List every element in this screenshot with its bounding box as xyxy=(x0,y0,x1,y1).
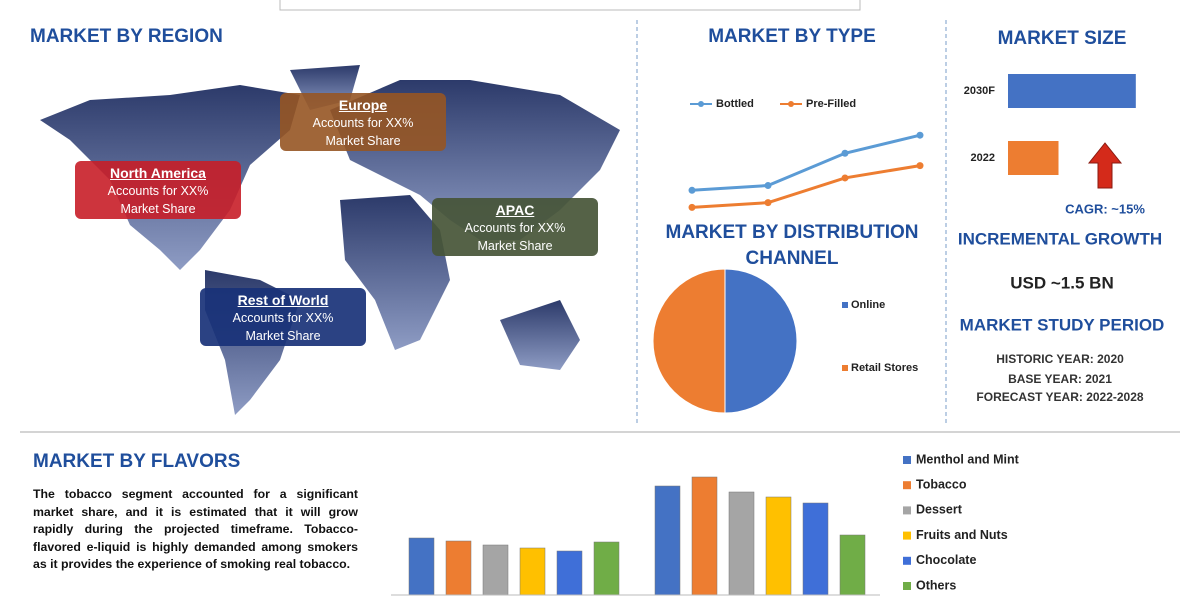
region-callout: APAC Accounts for XX% Market Share xyxy=(432,198,598,256)
bar xyxy=(839,534,866,596)
region-name: North America xyxy=(110,165,206,181)
growth-value: USD ~1.5 BN xyxy=(1010,273,1113,292)
region-callout: Europe Accounts for XX% Market Share xyxy=(280,93,446,151)
region-text: Market Share xyxy=(477,239,553,253)
point xyxy=(916,131,924,139)
legend-swatch xyxy=(903,531,911,540)
region-callout: North America Accounts for XX% Market Shar… xyxy=(75,161,241,219)
y-tick-label: 2030F xyxy=(964,85,995,97)
legend-swatch xyxy=(903,582,911,590)
legend-marker xyxy=(788,101,794,107)
region-text: Accounts for XX% xyxy=(464,221,566,235)
legend-swatch xyxy=(903,481,911,490)
region-text: Accounts for XX% xyxy=(312,116,414,130)
legend-swatch xyxy=(903,556,911,565)
bar xyxy=(1008,74,1136,108)
bar xyxy=(445,540,472,596)
flavors-text: The tobacco segment accounted for a sign… xyxy=(33,487,358,571)
y-tick-label: 2022 xyxy=(971,152,995,164)
region-text: Market Share xyxy=(325,134,401,148)
region-text: Accounts for XX% xyxy=(107,184,209,198)
section-title: MARKET BY DISTRIBUTION xyxy=(666,222,919,243)
line xyxy=(691,133,921,192)
section-title: MARKET BY REGION xyxy=(30,26,223,47)
legend-label: Others xyxy=(916,578,956,592)
point xyxy=(916,162,924,170)
legend-label: Fruits and Nuts xyxy=(916,528,1008,542)
bar xyxy=(691,476,718,596)
legend-label: Bottled xyxy=(716,98,754,110)
legend-marker xyxy=(698,101,704,107)
growth-arrow xyxy=(1087,142,1123,189)
legend-label: Dessert xyxy=(916,503,963,517)
bar xyxy=(519,547,546,596)
point xyxy=(688,186,696,194)
region-name: Europe xyxy=(338,97,388,113)
legend-label: Pre-Filled xyxy=(806,98,856,110)
annotation: CAGR: ~15% xyxy=(1065,201,1145,216)
legend-swatch xyxy=(842,365,848,371)
region-text: Market Share xyxy=(120,202,196,216)
section-title: CHANNEL xyxy=(746,248,839,269)
pie-slice xyxy=(724,268,798,414)
bar xyxy=(482,544,509,596)
point xyxy=(764,199,772,207)
legend-label: Tobacco xyxy=(916,477,967,491)
legend-label: Retail Stores xyxy=(851,362,918,374)
section-title: MARKET STUDY PERIOD xyxy=(960,315,1165,334)
point xyxy=(841,174,849,182)
region-text: Accounts for XX% xyxy=(232,311,334,325)
region-text: Market Share xyxy=(245,329,321,343)
section-title: MARKET SIZE xyxy=(998,28,1127,49)
point xyxy=(688,203,696,211)
legend-label: Online xyxy=(851,299,885,311)
section-title: MARKET BY TYPE xyxy=(708,26,876,47)
point xyxy=(841,149,849,157)
bar xyxy=(593,541,620,596)
section-title: INCREMENTAL GROWTH xyxy=(958,229,1162,248)
region-name: APAC xyxy=(495,202,535,218)
legend-swatch xyxy=(903,456,911,464)
legend-label: Menthol and Mint xyxy=(916,452,1020,466)
section-title: MARKET BY FLAVORS xyxy=(33,451,240,472)
header-box xyxy=(279,0,861,11)
legend-swatch xyxy=(903,506,911,515)
legend-label: Chocolate xyxy=(916,553,976,567)
line xyxy=(691,164,921,209)
point xyxy=(764,182,772,190)
bar xyxy=(728,491,755,596)
study-line: FORECAST YEAR: 2022-2028 xyxy=(976,390,1144,404)
study-line: BASE YEAR: 2021 xyxy=(1008,372,1112,386)
bar xyxy=(408,537,435,596)
region-name: Rest of World xyxy=(237,292,329,308)
bar xyxy=(654,485,681,596)
study-line: HISTORIC YEAR: 2020 xyxy=(996,352,1124,366)
bar xyxy=(765,496,792,596)
region-callout: Rest of World Accounts for XX% Market Shar… xyxy=(200,288,366,346)
bar xyxy=(556,550,583,596)
pie-slice xyxy=(652,268,726,414)
bar xyxy=(1008,141,1059,175)
bar xyxy=(802,502,829,596)
legend-swatch xyxy=(842,302,848,308)
